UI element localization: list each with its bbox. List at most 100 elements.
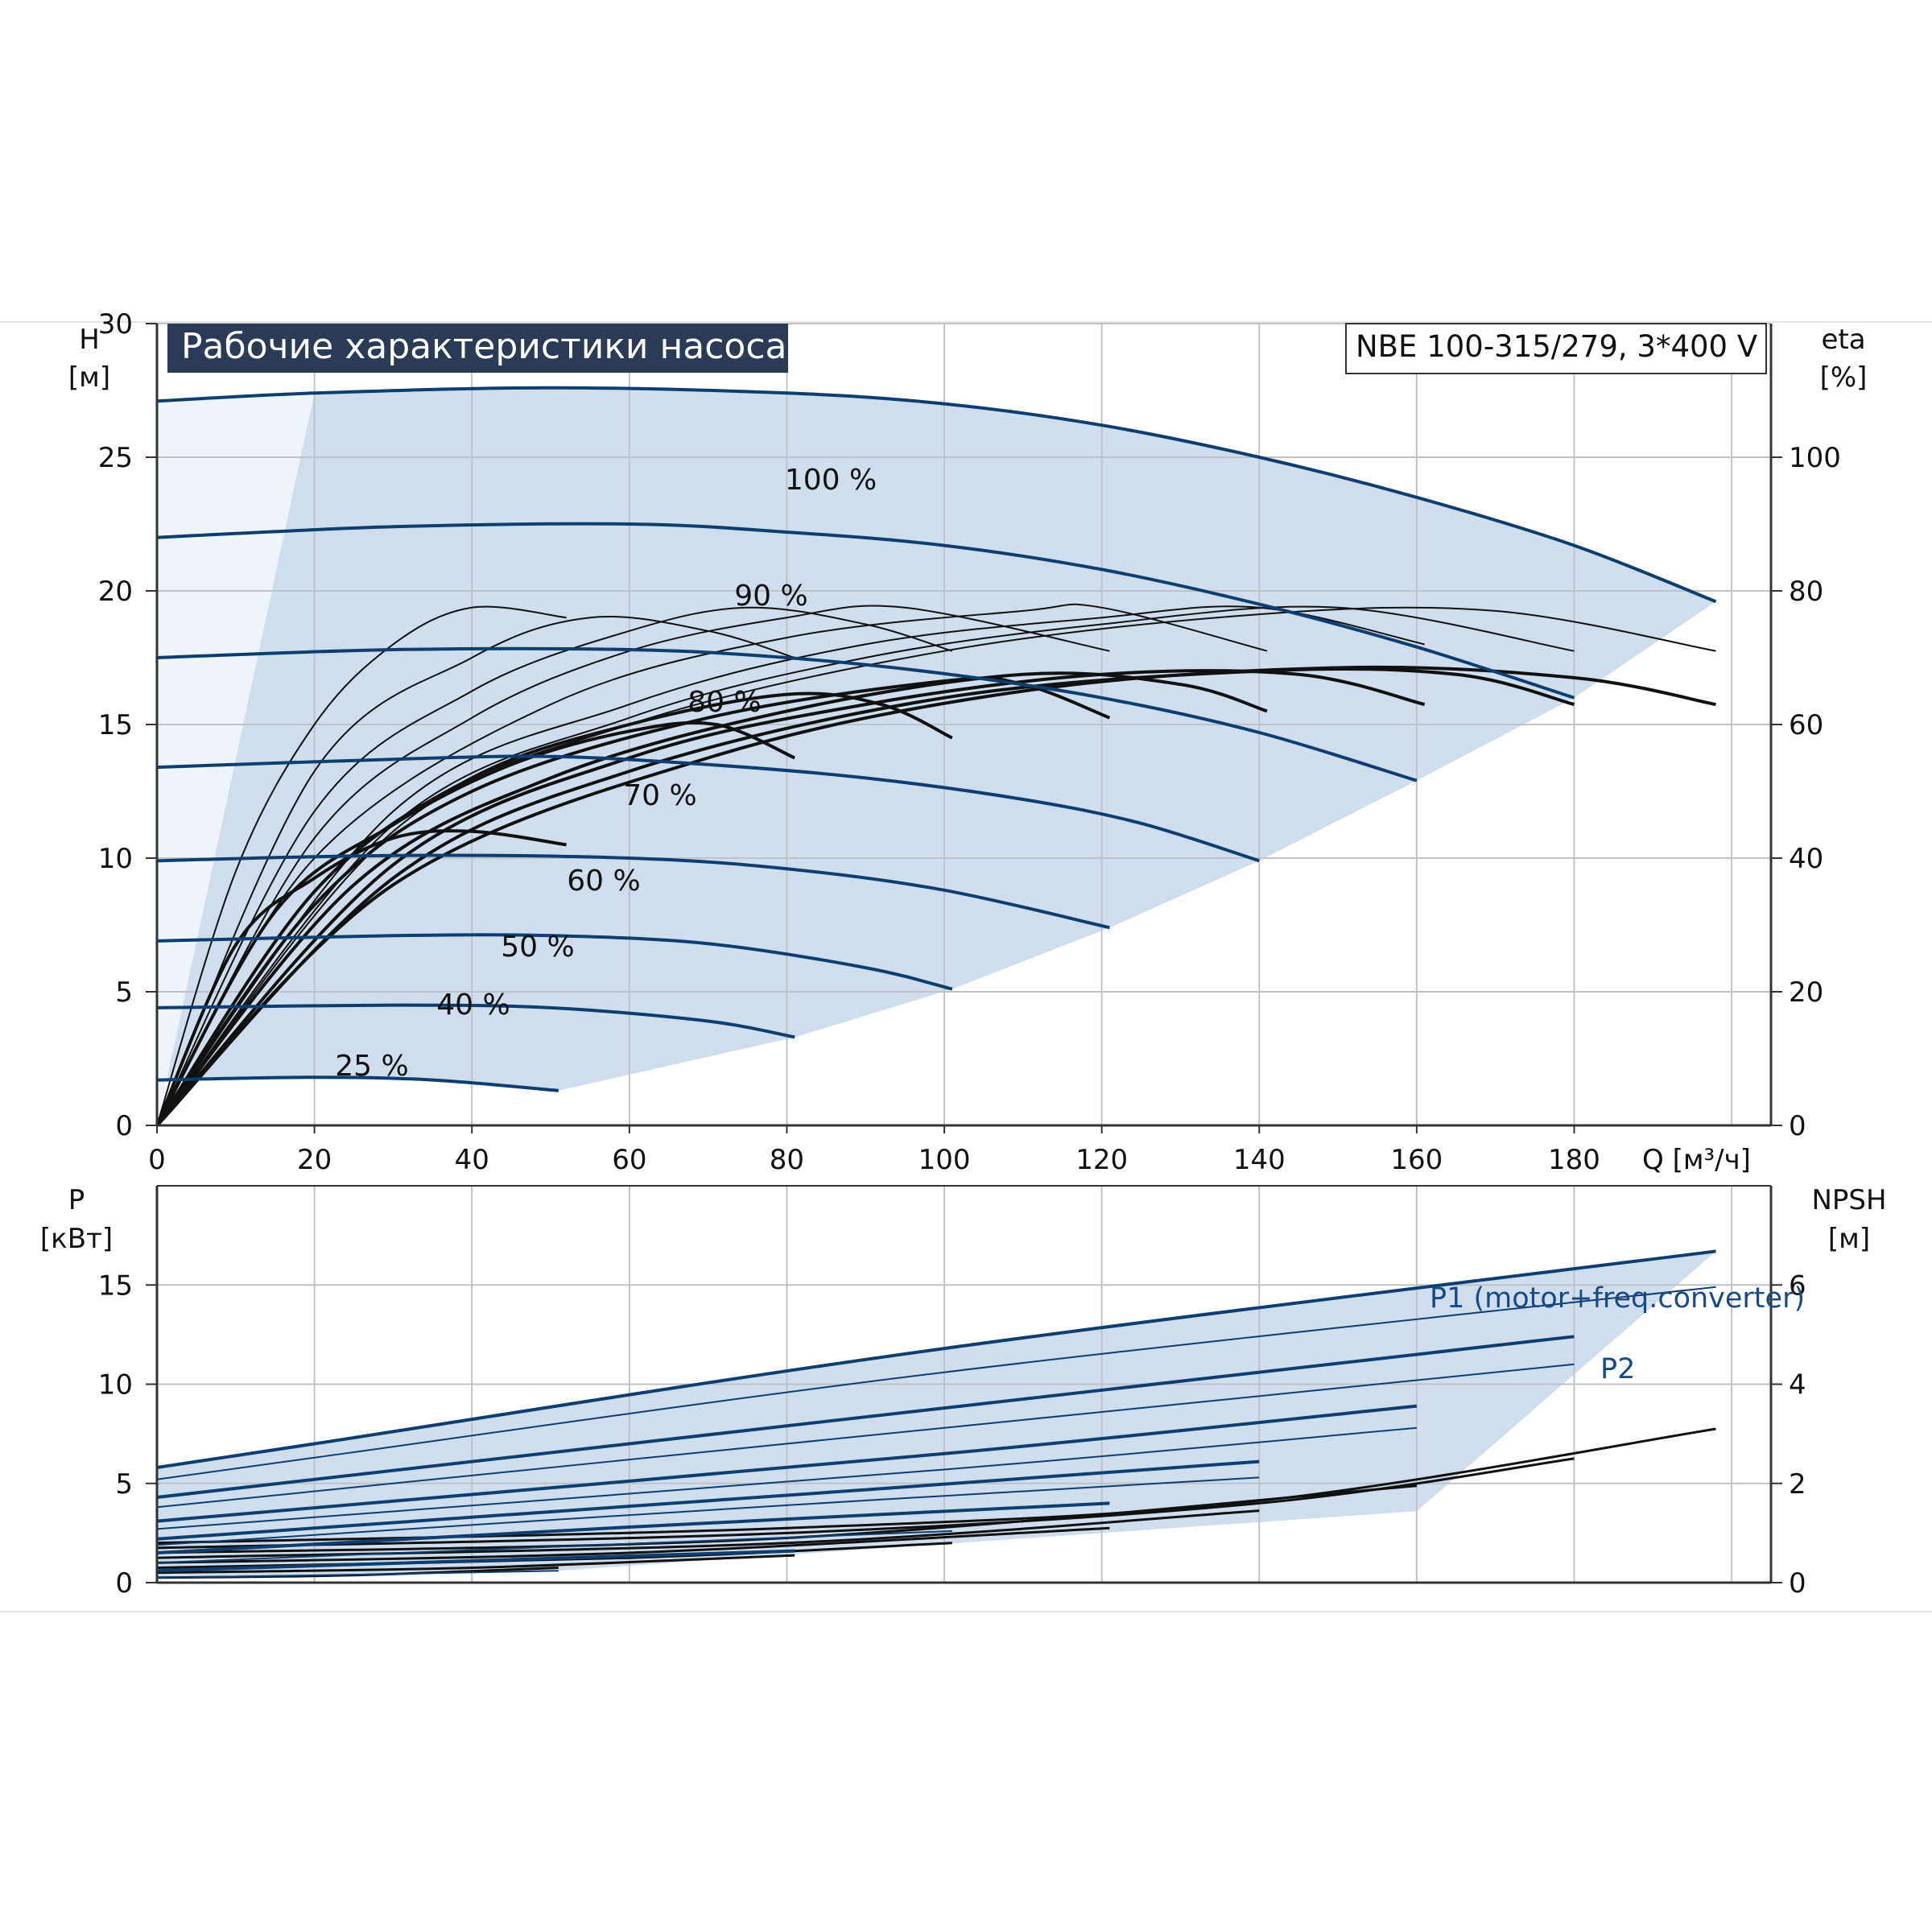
speed-label: 60 % (567, 865, 640, 898)
y-tick-label: 10 (98, 843, 133, 875)
x-tick-label: 0 (148, 1144, 166, 1176)
p1-label: P1 (motor+freq.converter) (1430, 1282, 1805, 1315)
npsh-curve (156, 1509, 1260, 1559)
power-curve (156, 1530, 952, 1564)
operating-range-areas (157, 387, 1716, 1125)
y-tick-label: 20 (98, 576, 133, 608)
power-tick-label: 15 (98, 1269, 133, 1302)
efficiency-curve (156, 605, 1110, 1126)
power-tick-label: 10 (98, 1369, 133, 1402)
npsh-tick-label: 6 (1789, 1269, 1806, 1302)
x-tick-label: 140 (1233, 1144, 1286, 1176)
speed-label: 100 % (785, 464, 877, 497)
npsh-curve (156, 1457, 1575, 1550)
x-tick-label: 40 (455, 1144, 489, 1176)
efficiency-curve (155, 667, 1575, 1127)
y-tick-label: 25 (98, 442, 133, 474)
y-tick-label: 5 (115, 976, 133, 1009)
x-tick-label: 60 (612, 1144, 646, 1176)
y-tick-label: 0 (115, 1110, 133, 1142)
x-tick-label: 180 (1548, 1144, 1600, 1176)
title-box (167, 324, 788, 373)
speed-label: 90 % (734, 580, 807, 613)
p2-label: P2 (1600, 1353, 1635, 1385)
efficiency-curve (155, 665, 1716, 1127)
low-flow-area (157, 393, 315, 1125)
power-curve (156, 1549, 795, 1573)
head-curve (156, 754, 1260, 863)
y2-tick-label: 80 (1789, 576, 1823, 608)
power-axis-label-unit: [кВт] (40, 1223, 113, 1255)
power-curves (156, 1249, 1716, 1579)
head-curves (156, 386, 1717, 1092)
npsh-curve (156, 1554, 795, 1575)
efficiency-curve (156, 603, 1268, 1126)
speed-label: 25 % (335, 1050, 408, 1083)
y-tick-labels: 0 5 10 15 20 25 30 (98, 308, 157, 1142)
speed-label: 70 % (623, 779, 696, 812)
head-curve (156, 386, 1717, 604)
y2-axis-label-symbol: eta (1821, 324, 1865, 356)
power-tick-label: 5 (115, 1468, 133, 1501)
npsh-tick-label: 0 (1789, 1567, 1806, 1600)
y2-tick-label: 20 (1789, 976, 1823, 1009)
y-axis-label-symbol: H (79, 324, 100, 356)
y2-axis-label-unit: [%] (1820, 361, 1868, 394)
y-tick-label: 15 (98, 709, 133, 741)
head-curve (156, 1075, 559, 1092)
power-curve (156, 1426, 1417, 1530)
power-npsh-chart: 0 5 10 15 0 2 4 6 P [кВт] NPSH [м] P1 (motor+f… (40, 1184, 1887, 1600)
y-axis-label-unit: [м] (68, 361, 110, 394)
x-tick-label: 100 (919, 1144, 971, 1176)
power-tick-labels: 0 5 10 15 (98, 1269, 157, 1600)
npsh-curve (156, 1526, 1110, 1564)
x-tick-labels: 0 20 40 60 80 100 120 140 160 180 (148, 1125, 1600, 1176)
model-label: NBE 100-315/279, 3*400 V (1356, 329, 1757, 364)
y-tick-label: 30 (98, 308, 133, 341)
x-tick-label: 120 (1075, 1144, 1128, 1176)
power-axis-label-symbol: P (68, 1184, 85, 1216)
npsh-tick-labels: 0 2 4 6 (1771, 1269, 1806, 1600)
x-axis-label: Q [м³/ч] (1642, 1144, 1751, 1176)
head-curve (156, 522, 1575, 700)
power-curve (156, 1570, 559, 1579)
npsh-axis-label-symbol: NPSH (1811, 1184, 1886, 1216)
model-box (1345, 323, 1767, 374)
npsh-tick-label: 4 (1789, 1369, 1806, 1402)
y2-tick-label: 40 (1789, 843, 1823, 875)
power-tick-label: 0 (115, 1567, 133, 1600)
operating-range-area (157, 387, 1716, 1091)
power-curve (156, 1404, 1418, 1523)
x-tick-label: 20 (297, 1144, 332, 1176)
power-curve (156, 1476, 1260, 1546)
efficiency-curve (156, 605, 567, 1126)
power-curve (156, 1363, 1575, 1509)
head-curve (156, 1003, 795, 1039)
chart-title: Рабочие характеристики насоса (181, 326, 786, 367)
power-curve (156, 1335, 1575, 1499)
efficiency-curve (156, 615, 795, 1126)
speed-labels: 100 % 90 % 80 % 70 % 60 % 50 % 40 % 25 % (335, 464, 877, 1083)
y2-tick-labels: 0 20 40 60 80 100 (1771, 442, 1841, 1142)
x-tick-label: 160 (1390, 1144, 1443, 1176)
y2-tick-label: 100 (1789, 442, 1841, 474)
power-curve (156, 1459, 1260, 1541)
y2-tick-label: 60 (1789, 709, 1823, 741)
efficiency-curve (156, 606, 953, 1126)
efficiency-curve (155, 829, 567, 1126)
speed-label: 50 % (501, 931, 574, 964)
power-curve (156, 1286, 1716, 1480)
power-curve (156, 1249, 1716, 1469)
head-curve (156, 853, 1110, 930)
head-curve (156, 646, 1418, 782)
efficiency-curve (155, 676, 1111, 1127)
head-curve (156, 933, 953, 991)
y2-tick-label: 0 (1789, 1110, 1806, 1142)
npsh-axis-label-unit: [м] (1828, 1223, 1870, 1255)
x-tick-label: 80 (770, 1144, 804, 1176)
head-efficiency-chart: 0 20 40 60 80 100 120 140 160 180 0 5 10 15 20 25 30 0 2… (68, 308, 1868, 1176)
speed-label: 80 % (687, 686, 761, 719)
speed-label: 40 % (436, 989, 510, 1022)
power-curve (156, 1501, 1110, 1554)
